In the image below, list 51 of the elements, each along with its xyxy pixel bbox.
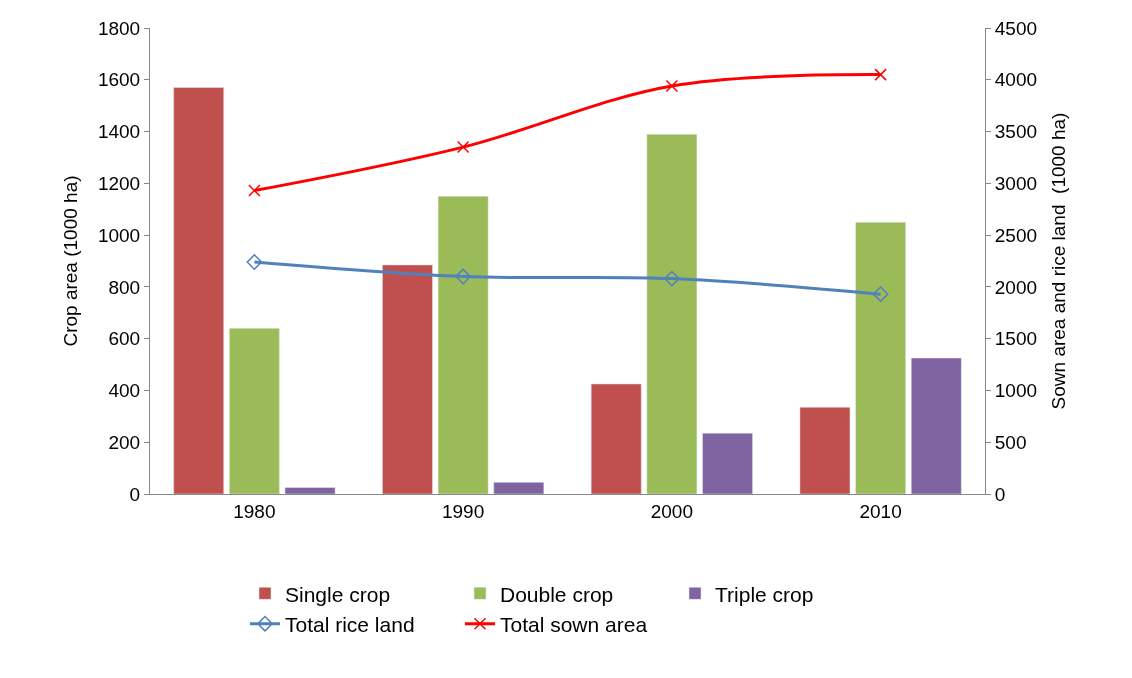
legend-label: Triple crop (715, 582, 814, 606)
bar (493, 482, 545, 494)
bar (855, 221, 906, 494)
bar (910, 357, 962, 494)
point (872, 286, 889, 303)
y2-tick-label: 0 (994, 483, 1006, 505)
x-tick-label: 2010 (859, 500, 902, 522)
y-tick-label: 1800 (97, 17, 141, 39)
y-tick-label: 200 (108, 431, 141, 453)
y2-axis-title: Sown area and rice land (1000 ha) (1047, 112, 1069, 410)
y2-tick-label: 3500 (994, 121, 1038, 143)
x-tick-label: 2000 (650, 500, 694, 522)
bar (229, 328, 280, 494)
bar (590, 383, 642, 494)
bar (437, 196, 489, 494)
y-tick-label: 1200 (97, 172, 141, 194)
x-tick-label: 1980 (233, 500, 276, 522)
legend-label: Single crop (285, 582, 391, 606)
point (663, 270, 680, 287)
point (455, 268, 472, 285)
y-tick-label: 0 (129, 483, 141, 505)
y-tick-label: 1000 (97, 224, 141, 246)
y-tick-label: 800 (108, 276, 141, 298)
point (456, 140, 470, 154)
y2-tick-label: 4000 (994, 69, 1038, 91)
bar (799, 407, 851, 494)
x-tick-label: 1990 (441, 500, 485, 522)
y2-tick-label: 3000 (994, 172, 1038, 194)
point (874, 68, 887, 81)
y2-tick-label: 4500 (994, 17, 1038, 39)
y-axis-title: Crop area (1000 ha) (59, 175, 81, 347)
y-tick-label: 1600 (97, 69, 141, 91)
bar (702, 432, 753, 494)
point (248, 184, 261, 197)
bar (382, 264, 433, 494)
bar (173, 87, 225, 494)
y2-tick-label: 2000 (994, 276, 1038, 298)
legend-label: Total rice land (285, 612, 415, 636)
y2-tick-label: 1500 (994, 328, 1038, 350)
y-tick-label: 600 (108, 328, 141, 350)
point (246, 254, 263, 270)
y-tick-label: 400 (108, 380, 141, 402)
point (665, 79, 679, 93)
legend-label: Double crop (500, 582, 614, 606)
y2-tick-label: 2500 (994, 224, 1038, 246)
legend-label: Total sown area (500, 612, 648, 636)
bar (284, 487, 336, 494)
bar (646, 133, 698, 494)
y-tick-label: 1400 (97, 121, 141, 143)
y2-tick-label: 1000 (994, 380, 1038, 402)
y2-tick-label: 500 (994, 431, 1027, 453)
